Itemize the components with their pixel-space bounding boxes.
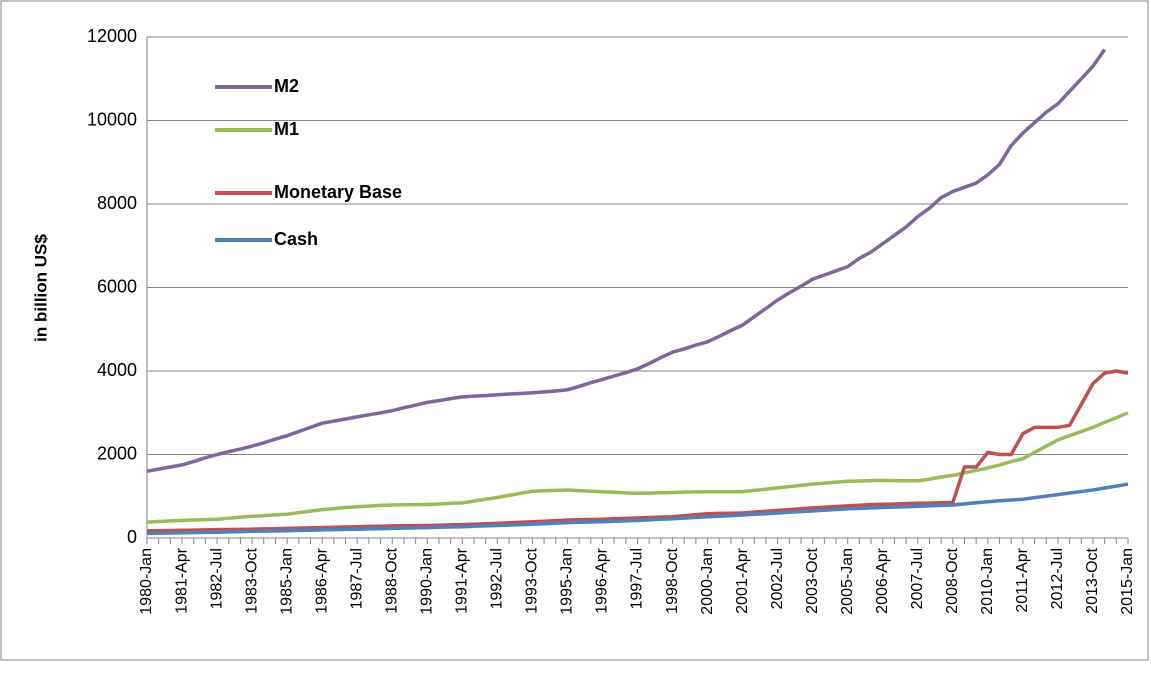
x-tick-label: 2010-Jan: [979, 548, 996, 615]
series-line: [146, 411, 1129, 524]
x-tick-label: 1981-Apr: [173, 547, 190, 613]
x-tick-label: 1993-Oct: [524, 547, 541, 613]
x-tick-label: 2003-Oct: [804, 547, 821, 613]
legend-label: Monetary Base: [274, 182, 402, 202]
series-line: [146, 48, 1107, 473]
x-tick-label: 1985-Jan: [278, 548, 295, 615]
x-tick-label: 2006-Apr: [874, 547, 891, 613]
x-tick-label: 1996-Apr: [594, 547, 611, 613]
x-tick-label: 1980-Jan: [138, 548, 155, 615]
y-tick-label: 12000: [87, 26, 137, 46]
y-tick-label: 8000: [97, 193, 137, 213]
x-tick-label: 1982-Jul: [208, 548, 225, 609]
y-tick-label: 2000: [97, 443, 137, 463]
x-tick-label: 1988-Oct: [383, 547, 400, 613]
x-tick-label: 1992-Jul: [489, 548, 506, 609]
x-tick-label: 1983-Oct: [243, 547, 260, 613]
y-tick-label: 10000: [87, 109, 137, 129]
legend-label: Cash: [274, 229, 318, 249]
x-tick-label: 2000-Jan: [699, 548, 716, 615]
y-axis-label: in billion US$: [31, 234, 50, 342]
y-tick-label: 4000: [97, 360, 137, 380]
x-tick-label: 1986-Apr: [313, 547, 330, 613]
legend-label: M1: [274, 119, 299, 139]
x-tick-label: 2013-Oct: [1084, 547, 1101, 613]
y-tick-label: 0: [127, 527, 137, 547]
x-tick-label: 2008-Oct: [944, 547, 961, 613]
x-tick-label: 1995-Jan: [559, 548, 576, 615]
x-tick-label: 2011-Apr: [1014, 547, 1031, 612]
series-line: [146, 482, 1129, 536]
x-tick-label: 1998-Oct: [664, 547, 681, 613]
x-tick-label: 1990-Jan: [419, 548, 436, 615]
x-tick-label: 2012-Jul: [1049, 548, 1066, 609]
x-tick-label: 2002-Jul: [769, 548, 786, 609]
x-tick-label: 1997-Jul: [629, 548, 646, 609]
x-tick-label: 1991-Apr: [454, 547, 471, 613]
x-tick-label: 2005-Jan: [839, 548, 856, 615]
legend-label: M2: [274, 76, 299, 96]
x-tick-label: 2007-Jul: [909, 548, 926, 609]
x-tick-label: 2001-Apr: [734, 547, 751, 613]
series-line: [146, 369, 1129, 533]
x-tick-label: 2015-Jan: [1119, 548, 1136, 615]
x-tick-label: 1987-Jul: [348, 548, 365, 609]
y-tick-label: 6000: [97, 276, 137, 296]
